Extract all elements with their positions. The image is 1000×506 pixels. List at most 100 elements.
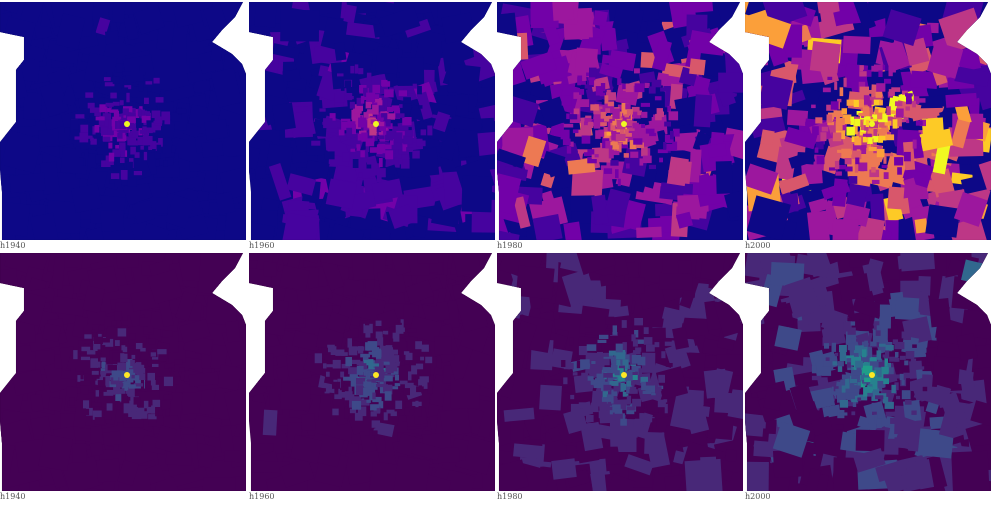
tract (573, 108, 580, 115)
tract (100, 357, 106, 362)
tract (136, 407, 145, 412)
tract (140, 111, 150, 119)
tract (853, 447, 886, 473)
tract (655, 113, 662, 121)
tract (852, 369, 862, 376)
tract (854, 137, 862, 146)
tract (80, 371, 84, 380)
tract (857, 397, 862, 402)
tract (509, 366, 543, 406)
tract (110, 92, 117, 99)
tract (839, 351, 847, 362)
tract (295, 282, 313, 316)
tract (604, 330, 612, 335)
tract (497, 449, 521, 465)
tract (503, 407, 535, 422)
tract (360, 353, 370, 358)
tract (903, 391, 908, 398)
tract (607, 401, 612, 406)
tract (385, 119, 391, 127)
tract (75, 114, 86, 119)
tract (666, 143, 677, 151)
tract (659, 157, 663, 163)
tract (670, 130, 674, 140)
tract (165, 157, 174, 166)
tract (103, 136, 111, 142)
tract (198, 253, 240, 296)
tract (612, 256, 629, 277)
tract (199, 385, 217, 416)
tract (641, 124, 645, 128)
tract (644, 355, 648, 362)
tract (852, 150, 862, 160)
tract (143, 400, 149, 409)
tract (104, 416, 112, 420)
tract (673, 128, 680, 137)
tract (122, 87, 129, 94)
tract (136, 373, 146, 380)
map-panel-row1-h1940: h1940 (0, 2, 246, 252)
tract (335, 164, 359, 183)
tract (354, 412, 363, 421)
tract (560, 129, 570, 140)
tract (573, 92, 582, 99)
tract (664, 341, 673, 346)
tract (815, 141, 824, 150)
tract (158, 356, 167, 362)
tract (862, 349, 867, 358)
tract (841, 374, 848, 379)
tract (844, 154, 852, 165)
tract (127, 177, 137, 187)
tract (156, 144, 162, 154)
tract (832, 132, 842, 142)
tract (126, 359, 133, 368)
tract (623, 153, 629, 158)
tract (417, 406, 422, 417)
tract (833, 6, 864, 27)
tract (612, 109, 620, 119)
tract (357, 409, 365, 415)
tract (161, 400, 168, 410)
tract (249, 266, 273, 285)
tract (847, 401, 855, 407)
tract (635, 347, 642, 352)
region-boundary (0, 2, 246, 240)
tract (839, 345, 847, 352)
tract (765, 418, 777, 435)
tract (689, 58, 706, 76)
tract (0, 354, 14, 380)
tract (862, 133, 872, 137)
tract (617, 78, 622, 85)
tract (11, 369, 45, 396)
tract (0, 304, 16, 332)
tract (857, 394, 868, 401)
tract (885, 411, 895, 417)
tract (353, 104, 360, 111)
tract (369, 126, 377, 136)
tract (99, 115, 105, 126)
tract (108, 105, 112, 110)
tract (360, 399, 370, 406)
tract (601, 397, 612, 402)
panel-label: h1960 (249, 241, 275, 250)
tract (583, 152, 591, 157)
tract (84, 334, 92, 339)
tract (0, 294, 15, 314)
tract (279, 458, 315, 488)
tract (385, 345, 393, 349)
tract (111, 320, 117, 326)
tract (530, 2, 559, 29)
tract (386, 409, 395, 414)
tract (586, 415, 594, 423)
tract (237, 39, 246, 54)
tract (772, 421, 811, 458)
tract (119, 378, 123, 388)
tract (561, 360, 566, 367)
tract (896, 395, 901, 400)
tract (667, 105, 671, 112)
tract (99, 104, 107, 113)
tract (352, 328, 359, 338)
tract (867, 128, 874, 137)
tract (839, 412, 848, 416)
tract (383, 113, 388, 122)
